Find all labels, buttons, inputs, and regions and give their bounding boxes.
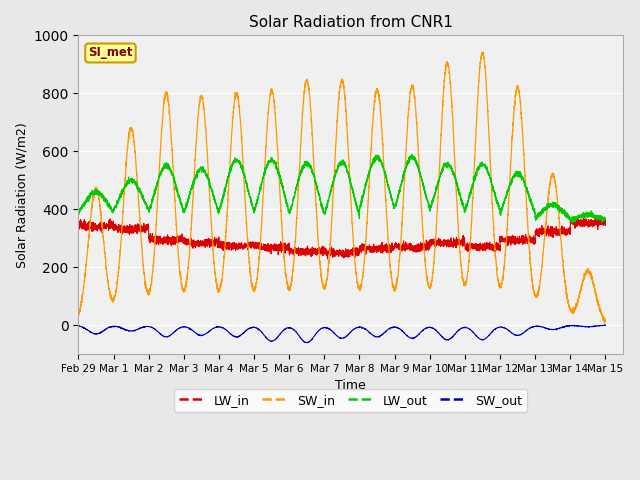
LW_in (75, 224, 83, 230)
LW_in (602, 221, 609, 227)
SW_out (601, 323, 609, 328)
SW_in (601, 319, 609, 325)
Line: LW_in: LW_in (79, 217, 605, 259)
LW_out (490, 187, 497, 193)
LW_out (460, 205, 468, 211)
LW_in (490, 246, 497, 252)
SW_in (75, 312, 83, 318)
Line: LW_out: LW_out (79, 155, 605, 222)
SW_in (479, 49, 487, 55)
LW_out (431, 191, 438, 196)
LW_in (431, 239, 438, 245)
Line: SW_out: SW_out (79, 325, 605, 343)
Text: SI_met: SI_met (88, 47, 132, 60)
SW_out (303, 340, 311, 346)
SW_out (323, 325, 330, 331)
Title: Solar Radiation from CNR1: Solar Radiation from CNR1 (249, 15, 452, 30)
LW_out (602, 216, 609, 222)
LW_in (460, 238, 468, 244)
LW_in (324, 256, 332, 262)
SW_out (602, 322, 609, 328)
Legend: LW_in, SW_in, LW_out, SW_out: LW_in, SW_in, LW_out, SW_out (174, 389, 527, 412)
X-axis label: Time: Time (335, 379, 366, 393)
LW_out (408, 152, 416, 157)
LW_in (601, 217, 609, 223)
LW_out (169, 174, 177, 180)
LW_out (322, 206, 330, 212)
SW_in (169, 164, 177, 169)
LW_out (601, 216, 609, 222)
LW_out (75, 209, 83, 215)
Y-axis label: Solar Radiation (W/m2): Solar Radiation (W/m2) (15, 122, 28, 268)
SW_in (602, 317, 609, 323)
Line: SW_in: SW_in (79, 52, 605, 323)
LW_out (569, 219, 577, 225)
LW_in (572, 214, 579, 220)
SW_out (75, 324, 83, 330)
SW_out (490, 327, 497, 333)
SW_in (460, 281, 468, 287)
SW_in (322, 282, 330, 288)
SW_in (600, 320, 608, 326)
SW_out (431, 326, 438, 332)
SW_in (431, 251, 438, 256)
SW_out (169, 330, 177, 336)
SW_in (490, 225, 497, 231)
LW_in (322, 246, 330, 252)
SW_out (460, 324, 468, 330)
LW_in (169, 241, 177, 247)
SW_out (602, 322, 609, 328)
